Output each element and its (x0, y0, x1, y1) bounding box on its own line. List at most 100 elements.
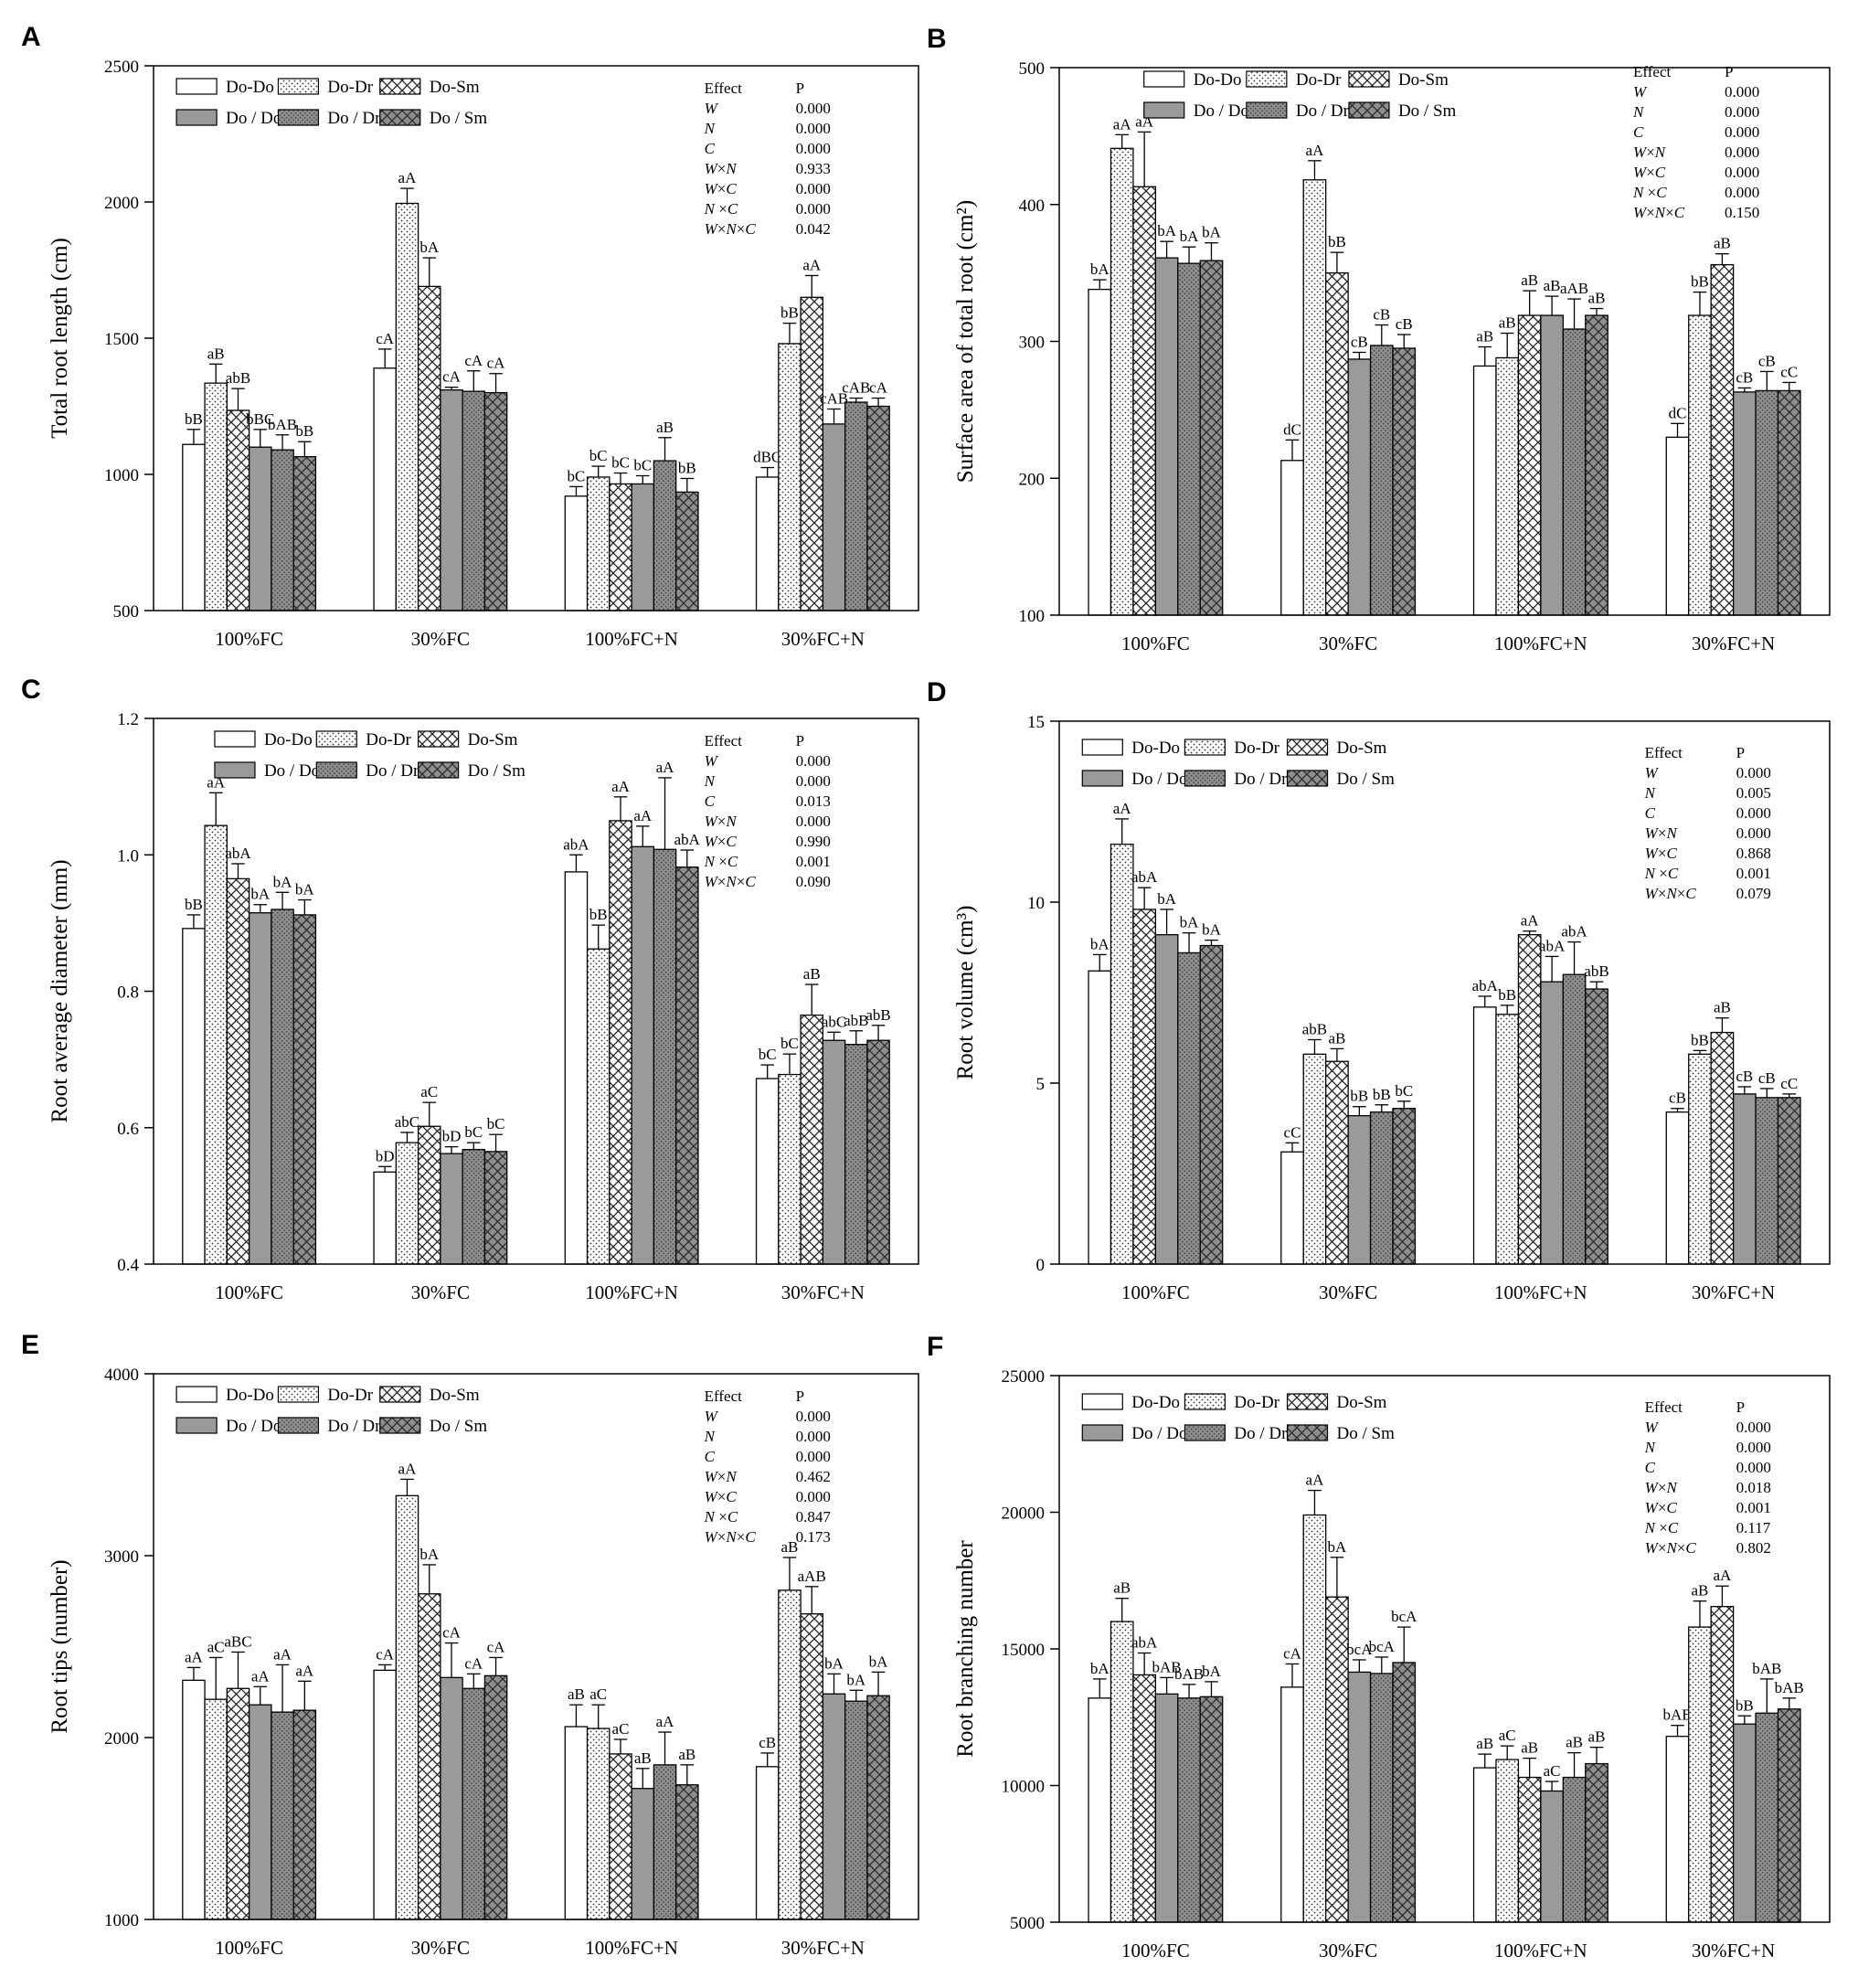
significance-label: bC (487, 1115, 505, 1132)
panel-letter: B (927, 24, 947, 54)
significance-label: abC (395, 1113, 419, 1131)
plot-frame (153, 718, 919, 1265)
significance-label: bA (869, 1653, 889, 1670)
significance-label: bC (568, 467, 586, 484)
y-tick-label: 1.2 (117, 710, 139, 729)
legend-swatch (418, 730, 460, 748)
bar (866, 405, 890, 611)
significance-label: cB (1736, 368, 1753, 386)
significance-label: aC (612, 1720, 630, 1738)
stats-p-value: 0.000 (796, 1408, 831, 1425)
stats-effect-label: W×N×C (705, 220, 757, 238)
panel-letter: A (21, 22, 41, 52)
legend-swatch (1246, 70, 1288, 88)
significance-label: aA (656, 1713, 675, 1730)
legend-label: Do-Do (264, 730, 313, 749)
significance-label: cB (759, 1734, 776, 1751)
significance-label: aBC (224, 1632, 251, 1650)
stats-effect-label: C (705, 792, 716, 810)
stats-p-value: 0.000 (796, 813, 831, 830)
category-label: 100%FC (1121, 1940, 1190, 1961)
significance-label: cA (464, 1654, 483, 1672)
significance-label: dC (1283, 420, 1301, 438)
significance-label: bBC (246, 410, 274, 428)
bar (778, 1073, 802, 1265)
bar (1088, 288, 1112, 616)
bar (1732, 391, 1757, 616)
stats-p-value: 0.000 (796, 1448, 831, 1465)
legend-label: Do / Sm (1337, 1424, 1396, 1443)
y-tick-label: 20000 (1002, 1504, 1046, 1524)
significance-label: bB (185, 896, 203, 913)
bar (462, 390, 486, 611)
stats-p-value: 0.000 (1736, 804, 1771, 822)
legend-label: Do-Do (226, 78, 274, 97)
y-tick-label: 0 (1036, 1256, 1046, 1275)
significance-label: aA (802, 256, 822, 273)
category-label: 30%FC (411, 1937, 470, 1959)
bar (1088, 970, 1112, 1265)
significance-label: aB (1521, 271, 1538, 289)
significance-label: aA (633, 807, 653, 824)
significance-label: cA (1283, 1644, 1302, 1662)
significance-label: abC (822, 1013, 846, 1030)
significance-label: bA (1328, 1538, 1348, 1556)
bar (1392, 1662, 1417, 1923)
bar (778, 343, 802, 611)
category-label: 100%FC (215, 1281, 283, 1303)
significance-label: abB (1584, 962, 1608, 980)
category-label: 30%FC (411, 1281, 470, 1303)
bar (1777, 1097, 1801, 1265)
bar (778, 1589, 802, 1920)
y-axis-label: Root average diameter (mm) (48, 859, 72, 1122)
stats-effect-label: W (705, 100, 719, 117)
legend-label: Do-Do (1131, 1393, 1180, 1412)
bar (1280, 460, 1304, 616)
bar (248, 1704, 272, 1920)
legend-swatch (315, 761, 357, 779)
bar (292, 455, 317, 611)
stats-p-value: 0.802 (1736, 1539, 1771, 1557)
significance-label: bA (295, 881, 315, 898)
significance-label: bA (1180, 914, 1200, 931)
stats-effect-label: N (1632, 103, 1645, 121)
significance-label: abB (844, 1012, 868, 1029)
legend-label: Do / Dr (1234, 770, 1288, 789)
bar (1154, 257, 1179, 616)
stats-p-value: 0.000 (796, 752, 831, 770)
bar (182, 1679, 206, 1920)
stats-effect-label: N ×C (1632, 184, 1667, 201)
significance-label: aA (1713, 1567, 1732, 1584)
stats-p-value: 0.000 (796, 1488, 831, 1505)
bar (1755, 389, 1779, 616)
bar (822, 1693, 846, 1920)
category-label: 100%FC (215, 628, 283, 650)
significance-label: aB (678, 1746, 695, 1763)
significance-label: aA (273, 1645, 292, 1663)
bar (182, 443, 206, 611)
bar (800, 1014, 824, 1265)
stats-p-value: 0.000 (1725, 144, 1759, 161)
bar (1132, 909, 1157, 1265)
bar (1495, 1014, 1520, 1265)
y-tick-label: 0.6 (117, 1120, 139, 1139)
significance-label: aA (1521, 912, 1540, 930)
legend-swatch (277, 1386, 320, 1403)
bar (462, 1148, 486, 1265)
legend-label: Do / Dr (366, 761, 419, 781)
bar (1280, 1151, 1304, 1265)
stats-effect-label: C (1645, 804, 1656, 822)
category-label: 100%FC (1121, 1281, 1190, 1303)
significance-label: cAB (842, 379, 870, 397)
legend-swatch (214, 730, 256, 748)
legend-label: Do / Dr (327, 1417, 381, 1436)
bar (1088, 1697, 1112, 1923)
bar (755, 1078, 780, 1265)
bar (564, 495, 589, 611)
bar (866, 1039, 890, 1265)
legend-swatch (214, 761, 256, 779)
stats-effect-label: W×C (1633, 164, 1666, 181)
stats-p-value: 0.018 (1736, 1479, 1771, 1496)
significance-label: cC (1284, 1123, 1301, 1141)
stats-p-value: 0.000 (796, 180, 831, 197)
